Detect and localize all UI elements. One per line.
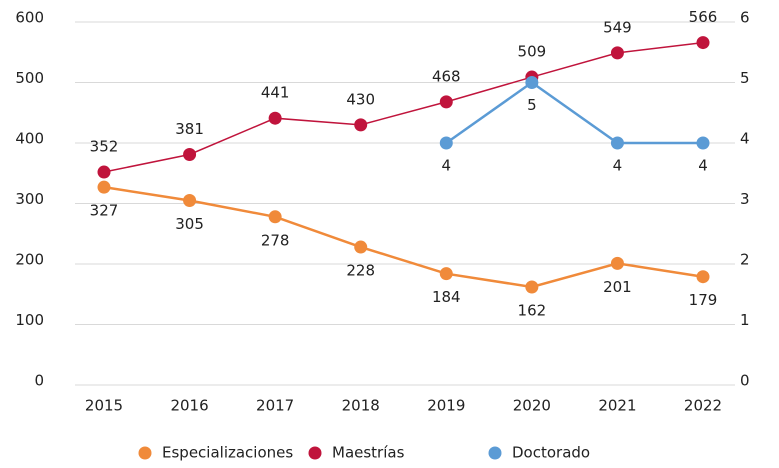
y-tick-label: 400 [15,130,44,148]
data-label: 228 [346,262,375,280]
x-tick-label: 2022 [684,397,722,415]
data-point [696,136,710,150]
y-tick-label: 0 [34,372,44,390]
series-line [103,185,704,289]
data-label: 201 [603,278,632,296]
data-label: 305 [175,215,204,233]
data-point [439,95,453,109]
y2-tick-label: 4 [740,130,750,148]
data-label: 4 [613,157,623,175]
data-point [439,136,453,150]
data-label: 184 [432,288,461,306]
data-label: 4 [442,157,452,175]
data-label: 509 [518,43,547,61]
data-point [268,210,282,224]
series-line [103,41,704,173]
y-tick-label: 600 [15,9,44,27]
x-tick-label: 2018 [342,397,380,415]
y2-tick-label: 3 [740,190,750,208]
y2-tick-label: 1 [740,311,750,329]
data-label: 468 [432,67,461,85]
legend-label: Especializaciones [162,444,293,462]
data-label: 566 [689,8,718,26]
data-label: 5 [527,96,537,114]
data-label: 179 [689,291,718,309]
x-tick-label: 2016 [170,397,208,415]
legend-marker [308,446,322,460]
data-label: 4 [698,157,708,175]
y-tick-label: 500 [15,69,44,87]
y2-tick-label: 0 [740,372,750,390]
y-tick-label: 100 [15,311,44,329]
legend-label: Doctorado [512,444,590,462]
data-point [610,256,624,270]
data-point [525,280,539,294]
data-point [97,165,111,179]
x-tick-label: 2019 [427,397,465,415]
data-point [183,147,197,161]
legend-marker [488,446,502,460]
data-label: 549 [603,18,632,36]
legend-marker [138,446,152,460]
y-tick-label: 200 [15,251,44,269]
data-label: 278 [261,231,290,249]
y2-tick-label: 6 [740,9,750,27]
data-label: 430 [346,90,375,108]
data-point [439,267,453,281]
x-tick-label: 2021 [598,397,636,415]
y2-tick-label: 5 [740,69,750,87]
x-tick-label: 2015 [85,397,123,415]
x-tick-label: 2020 [513,397,551,415]
data-label: 162 [518,301,547,319]
series-line [445,80,703,145]
x-tick-label: 2017 [256,397,294,415]
data-point [696,270,710,284]
data-point [183,193,197,207]
data-point [696,36,710,50]
data-point [354,118,368,132]
y2-tick-label: 2 [740,251,750,269]
data-label: 327 [90,202,119,220]
data-point [97,180,111,194]
data-point [610,136,624,150]
data-point [525,76,539,89]
data-point [610,46,624,60]
data-label: 352 [90,138,119,156]
y-tick-label: 300 [15,190,44,208]
data-label: 441 [261,84,290,102]
data-point [268,111,282,125]
data-label: 381 [175,120,204,138]
legend-label: Maestrías [332,444,405,462]
data-point [354,240,368,254]
